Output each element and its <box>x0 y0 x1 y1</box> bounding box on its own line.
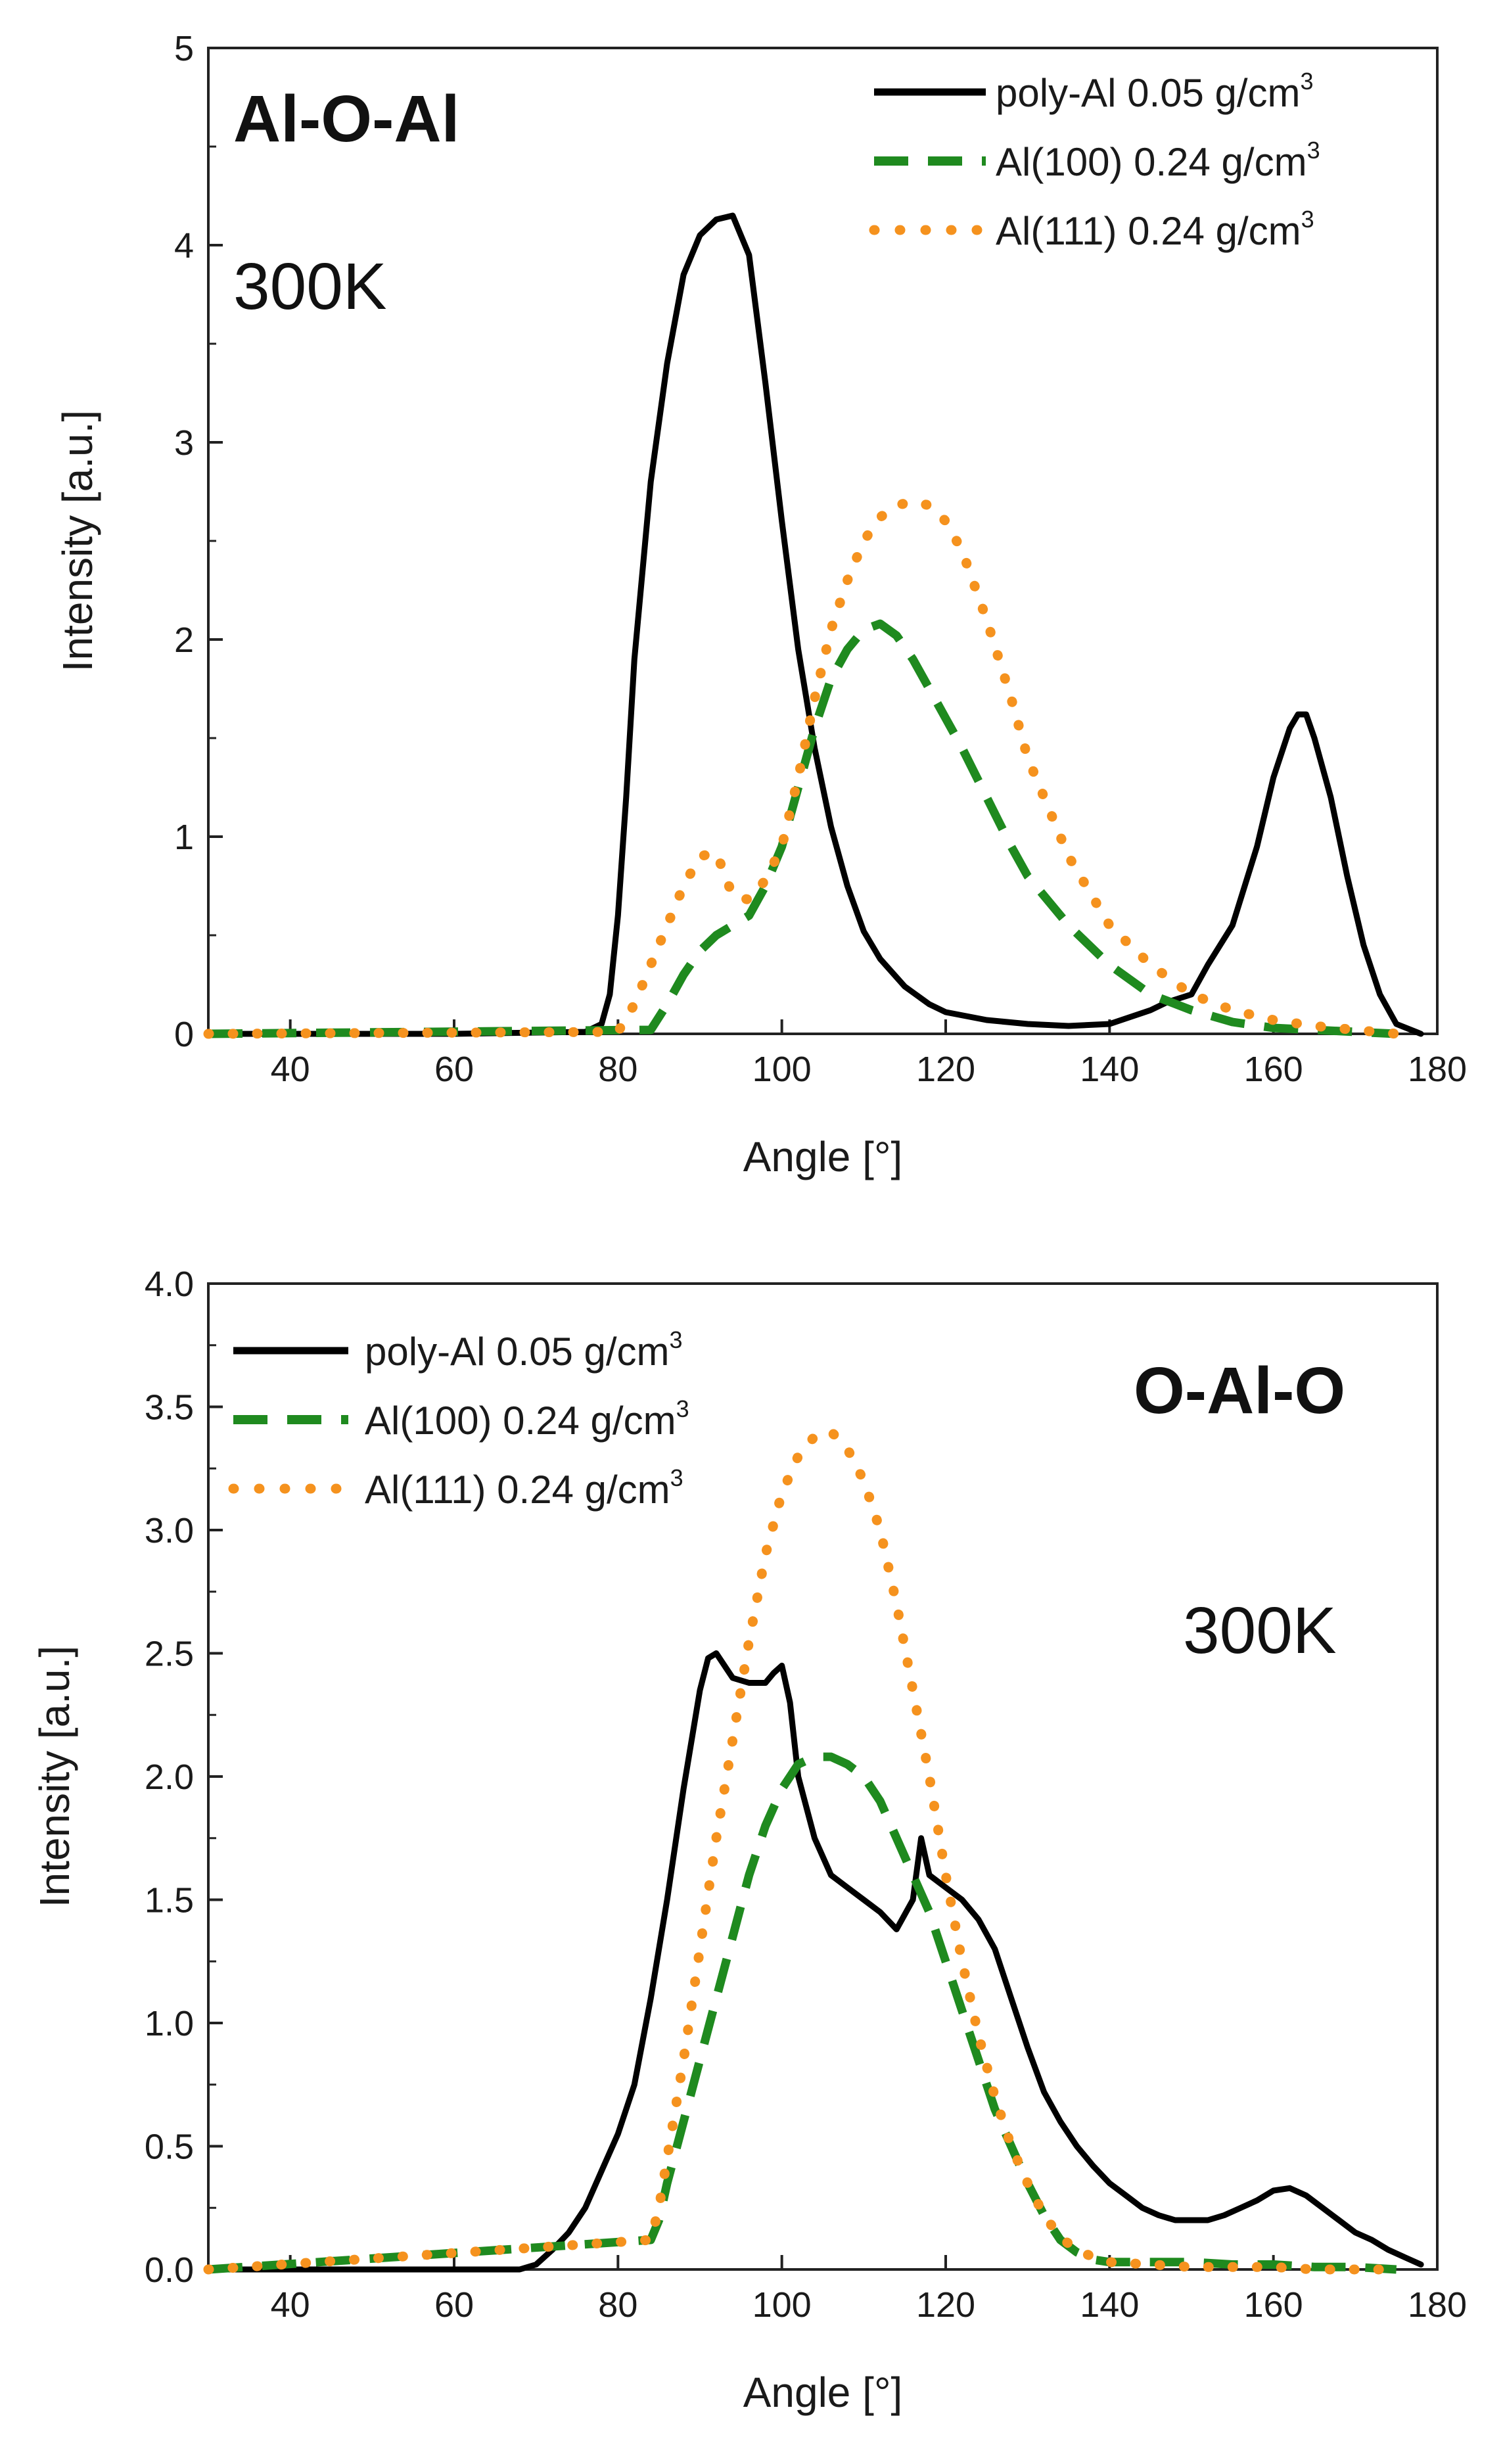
temperature-label: 300K <box>233 250 387 323</box>
legend-label-al100: Al(100) 0.24 g/cm3 <box>996 137 1320 184</box>
y-tick-label: 1 <box>174 818 194 857</box>
x-tick-label: 160 <box>1244 2285 1303 2325</box>
y-axis-title: Intensity [a.u.] <box>54 410 101 672</box>
y-tick-label: 3 <box>174 423 194 463</box>
x-tick-label: 180 <box>1408 2285 1467 2325</box>
y-tick-label: 0.0 <box>145 2250 194 2290</box>
y-tick-label: 2.0 <box>145 1757 194 1797</box>
y-tick-label: 4 <box>174 226 194 266</box>
series-line-al100 <box>208 619 1397 1038</box>
x-tick-label: 120 <box>916 2285 975 2325</box>
series-line-al111 <box>203 1426 1402 2275</box>
temperature-label: 300K <box>1183 1594 1337 1667</box>
x-tick-label: 80 <box>598 1050 637 1089</box>
x-tick-label: 140 <box>1080 1050 1139 1089</box>
y-tick-label: 2 <box>174 620 194 660</box>
series-line-al100 <box>208 1752 1397 2274</box>
y-axis-ticks: 0.0 0.5 1.0 1.5 2.0 2.5 3.0 3.5 4.0 <box>145 1265 223 2290</box>
x-tick-label: 160 <box>1244 1050 1303 1089</box>
legend: poly-Al 0.05 g/cm3 Al(100) 0.24 g/cm3 Al… <box>228 1326 689 1512</box>
legend-label-al111: Al(111) 0.24 g/cm3 <box>996 206 1314 253</box>
chart-al-o-al: 0 1 2 3 4 5 40 60 80 100 120 140 160 180 Intensity [… <box>54 29 1467 1180</box>
plot-frame <box>207 47 1439 1035</box>
legend-label-al100: Al(100) 0.24 g/cm3 <box>365 1395 689 1443</box>
series-line-poly <box>205 1650 1424 2273</box>
y-axis-title: Intensity [a.u.] <box>31 1646 78 1907</box>
series-lines <box>203 1426 1424 2275</box>
y-tick-label: 1.0 <box>145 2004 194 2043</box>
legend: poly-Al 0.05 g/cm3 Al(100) 0.24 g/cm3 Al… <box>869 68 1320 253</box>
y-tick-label: 0 <box>174 1015 194 1054</box>
legend-label-poly-al: poly-Al 0.05 g/cm3 <box>365 1326 683 1374</box>
bond-label: Al-O-Al <box>233 82 459 156</box>
series-lines <box>203 212 1424 1039</box>
y-tick-label: 3.0 <box>145 1511 194 1550</box>
x-tick-label: 100 <box>752 2285 812 2325</box>
x-tick-label: 40 <box>271 1050 310 1089</box>
series-line-al111 <box>203 496 1402 1039</box>
chart-o-al-o: 0.0 0.5 1.0 1.5 2.0 2.5 3.0 3.5 4.0 40 60 80 100 120… <box>31 1265 1467 2416</box>
y-tick-label: 4.0 <box>145 1265 194 1304</box>
x-tick-label: 100 <box>752 1050 812 1089</box>
x-tick-label: 60 <box>434 1050 474 1089</box>
x-axis-title: Angle [°] <box>743 1133 903 1180</box>
x-axis-ticks: 40 60 80 100 120 140 160 180 <box>271 1019 1467 1089</box>
y-tick-label: 0.5 <box>145 2127 194 2167</box>
x-axis-ticks: 40 60 80 100 120 140 160 180 <box>271 2255 1467 2325</box>
y-tick-label: 2.5 <box>145 1635 194 1674</box>
x-tick-label: 60 <box>434 2285 474 2325</box>
series-line-poly <box>205 212 1424 1037</box>
x-axis-title: Angle [°] <box>743 2369 903 2416</box>
legend-label-poly-al: poly-Al 0.05 g/cm3 <box>996 68 1314 115</box>
y-tick-label: 5 <box>174 29 194 68</box>
x-tick-label: 180 <box>1408 1050 1467 1089</box>
x-tick-label: 80 <box>598 2285 637 2325</box>
legend-label-al111: Al(111) 0.24 g/cm3 <box>365 1464 683 1512</box>
x-tick-label: 140 <box>1080 2285 1139 2325</box>
y-axis-ticks: 0 1 2 3 4 5 <box>174 29 223 1054</box>
y-tick-label: 3.5 <box>145 1388 194 1428</box>
x-tick-label: 40 <box>271 2285 310 2325</box>
x-tick-label: 120 <box>916 1050 975 1089</box>
bond-label: O-Al-O <box>1134 1354 1345 1428</box>
y-tick-label: 1.5 <box>145 1881 194 1920</box>
